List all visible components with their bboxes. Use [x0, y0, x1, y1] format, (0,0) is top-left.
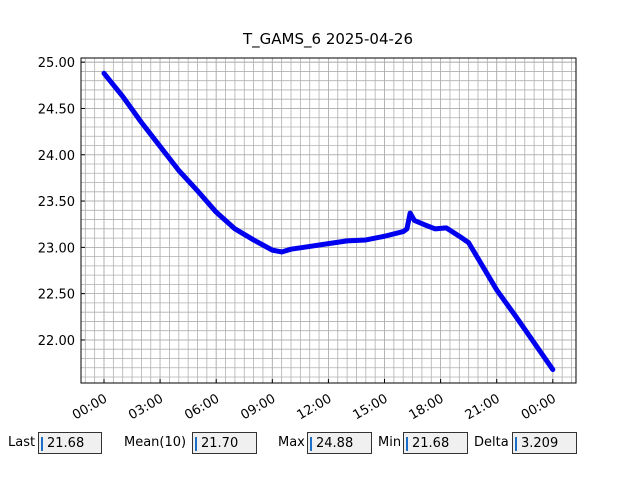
- y-tick-label: 25.00: [38, 56, 75, 71]
- y-tick-label: 22.00: [38, 334, 75, 349]
- chart: T_GAMS_6 2025-04-26 22.00 22.50 23.00 23.50…: [38, 30, 577, 420]
- field-box[interactable]: 24.88: [307, 432, 372, 454]
- field-box[interactable]: 21.68: [403, 432, 468, 454]
- x-tick-label: 12:00: [294, 391, 334, 420]
- y-tick-label: 24.00: [38, 149, 75, 164]
- x-tick-label: 15:00: [351, 391, 391, 420]
- field-label: Min: [378, 435, 402, 450]
- x-tick-label: 03:00: [126, 391, 166, 420]
- field-box[interactable]: 21.70: [192, 432, 257, 454]
- x-tick-label: 18:00: [407, 391, 447, 420]
- field-box[interactable]: 3.209: [512, 432, 577, 454]
- plot-frame: [80, 57, 577, 384]
- x-tick-label: 21:00: [463, 391, 503, 420]
- x-tick-label: 00:00: [70, 391, 110, 420]
- x-tick-label: 00:00: [519, 391, 559, 420]
- field-box[interactable]: 21.68: [38, 432, 102, 454]
- data-line: [101, 70, 556, 373]
- y-tick-label: 23.50: [38, 195, 75, 210]
- chart-title: T_GAMS_6 2025-04-26: [242, 30, 413, 49]
- field-label: Max: [278, 435, 305, 450]
- y-tick-label: 22.50: [38, 288, 75, 303]
- field-label: Mean(10): [124, 435, 187, 450]
- field-label: Last: [8, 435, 36, 450]
- y-tick-label: 24.50: [38, 102, 75, 117]
- x-tick-label: 06:00: [182, 391, 222, 420]
- x-tick-label: 09:00: [238, 391, 278, 420]
- y-tick-label: 23.00: [38, 241, 75, 256]
- field-label: Delta: [474, 435, 509, 450]
